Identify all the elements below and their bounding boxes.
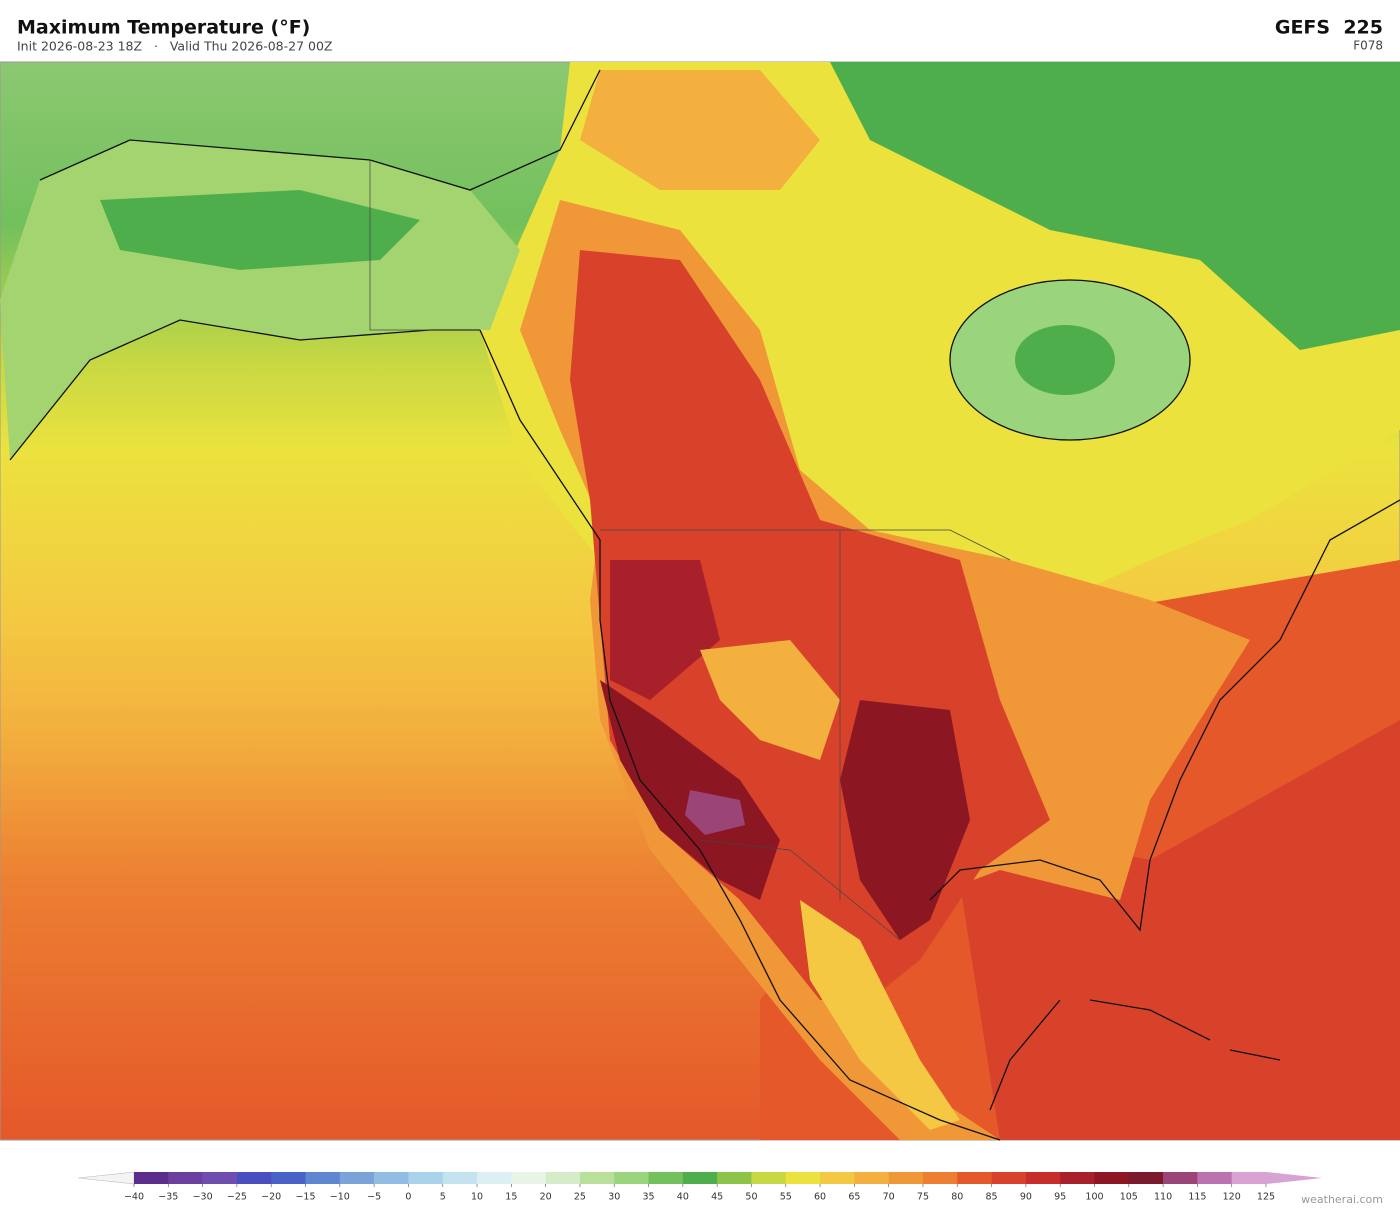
colorbar-tick-label: 65 (848, 1192, 860, 1203)
colorbar-tick-label: 90 (1020, 1192, 1032, 1203)
arctic-islands (830, 62, 1400, 350)
colorbar-segment (579, 1172, 615, 1184)
colorbar-tick-label: 120 (1223, 1192, 1241, 1203)
colorbar-segment (717, 1172, 752, 1184)
colorbar-tick-label: 20 (540, 1192, 552, 1203)
subtitle: Init 2026-08-23 18Z · Valid Thu 2026-08-… (17, 39, 333, 54)
colorbar-tick-label: 70 (883, 1192, 895, 1203)
colorbar-tick-label: −10 (330, 1192, 350, 1203)
colorbar-segment (1060, 1172, 1095, 1184)
alaska-cool (100, 190, 420, 270)
colorbar-tick-label: 115 (1188, 1192, 1206, 1203)
colorbar-segment (168, 1172, 203, 1184)
model-label: GEFS 225 (1275, 17, 1383, 39)
colorbar-tick-label: 95 (1054, 1192, 1066, 1203)
colorbar-segment (785, 1172, 821, 1184)
rockies-mild (700, 640, 840, 760)
colorbar-segment (957, 1172, 992, 1184)
borders (369, 160, 1011, 941)
colorbar-segment (511, 1172, 546, 1184)
colorbar-tick-label: 100 (1085, 1192, 1103, 1203)
colorbar-tick-label: 35 (642, 1192, 654, 1203)
colorbar-segment (820, 1172, 855, 1184)
colorbar-segment (477, 1172, 512, 1184)
map (0, 61, 1400, 1141)
colorbar-tick-label: −15 (295, 1192, 315, 1203)
northwest-hot (610, 560, 720, 700)
colorbar-segment (854, 1172, 889, 1184)
colorbar-over (1266, 1172, 1322, 1184)
colorbar-tick-label: −5 (367, 1192, 381, 1203)
colorbar-tick-label: 25 (574, 1192, 586, 1203)
hudson-bay-core (1015, 325, 1115, 395)
colorbar-tick-label: 5 (440, 1192, 446, 1203)
colorbar-segment (1197, 1172, 1232, 1184)
colorbar-tick-label: −35 (158, 1192, 178, 1203)
colorbar-tick-label: 55 (780, 1192, 792, 1203)
colorbar-segment (374, 1172, 409, 1184)
colorbar-tick-label: 40 (677, 1192, 689, 1203)
colorbar-segment (1231, 1172, 1267, 1184)
colorbar-tick-label: 30 (608, 1192, 620, 1203)
colorbar-tick-label: −30 (193, 1192, 213, 1203)
colorbar-segment (1025, 1172, 1061, 1184)
colorbar-tick-label: 50 (745, 1192, 757, 1203)
colorbar-segment (1128, 1172, 1164, 1184)
colorbar: −40 −35 −30 −25 −20 −15 −10 −5 0 5 10 15 20 25 30 35 40 4… (77, 1171, 1322, 1203)
colorbar-tick-label: 105 (1120, 1192, 1138, 1203)
colorbar-segment (1163, 1172, 1198, 1184)
colorbar-tick-label: 75 (917, 1192, 929, 1203)
colorbar-segment (408, 1172, 444, 1184)
mexico-highlands (800, 900, 960, 1130)
colorbar-tick-label: 10 (471, 1192, 483, 1203)
colorbar-segment (545, 1172, 581, 1184)
colorbar-tick-label: −25 (227, 1192, 247, 1203)
colorbar-tick-label: 15 (505, 1192, 517, 1203)
colorbar-tick-label: 45 (711, 1192, 723, 1203)
colorbar-tick-label: 80 (951, 1192, 963, 1203)
colorbar-tick-label: 125 (1257, 1192, 1275, 1203)
forecast-hour: F078 (1353, 39, 1383, 53)
colorbar-segment (134, 1172, 169, 1184)
colorbar-tick-label: −40 (124, 1192, 144, 1203)
colorbar-tick-label: 60 (814, 1192, 826, 1203)
arctic-warm (580, 70, 820, 190)
colorbar-segment (305, 1172, 341, 1184)
colorbar-segment (202, 1172, 238, 1184)
colorbar-segment (648, 1172, 684, 1184)
colorbar-tick-label: 85 (986, 1192, 998, 1203)
desert-peak (685, 790, 745, 835)
colorbar-tick-label: −20 (261, 1192, 281, 1203)
colorbar-segment (614, 1172, 649, 1184)
caribbean (1089, 999, 1281, 1061)
colorbar-tick-label: 0 (405, 1192, 411, 1203)
colorbar-segment (751, 1172, 787, 1184)
colorbar-segment (271, 1172, 306, 1184)
colorbar-under (77, 1171, 135, 1185)
plains-hottest (840, 700, 970, 940)
gulf-warm (950, 720, 1400, 1140)
colorbar-segment (682, 1172, 718, 1184)
title: Maximum Temperature (°F) (17, 17, 310, 39)
colorbar-segment (236, 1172, 272, 1184)
colorbar-segment (442, 1172, 478, 1184)
colorbar-segment (1094, 1172, 1130, 1184)
credit: weatherai.com (1301, 1193, 1383, 1206)
colorbar-segment (922, 1172, 958, 1184)
hudson-coast (949, 279, 1191, 441)
colorbar-segment (991, 1172, 1027, 1184)
colorbar-segment (339, 1172, 375, 1184)
colorbar-tick-label: 110 (1154, 1192, 1172, 1203)
colorbar-segment (888, 1172, 924, 1184)
